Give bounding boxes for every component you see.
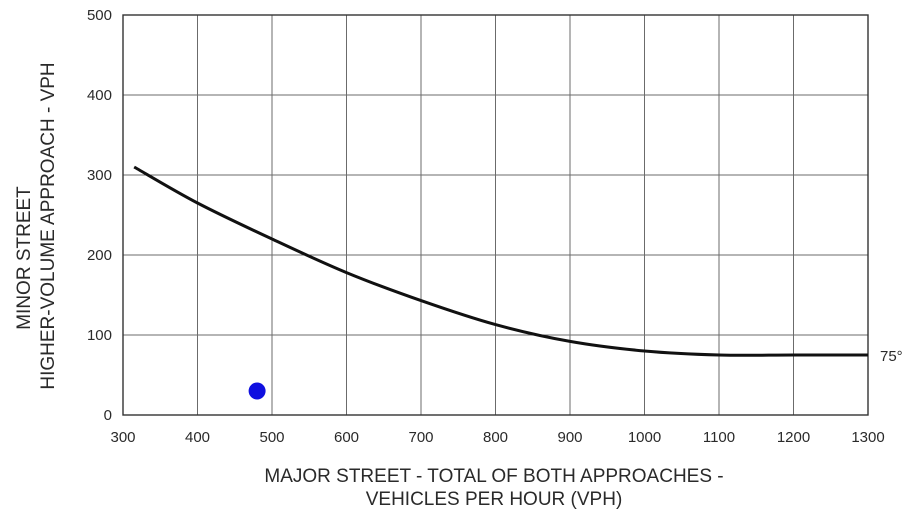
points-layer xyxy=(248,382,266,400)
y-tick-label: 100 xyxy=(87,327,112,344)
x-tick-label: 300 xyxy=(110,429,135,446)
x-tick-label: 1300 xyxy=(851,429,884,446)
x-axis-title-line-1: MAJOR STREET - TOTAL OF BOTH APPROACHES … xyxy=(264,466,723,487)
y-tick-label: 200 xyxy=(87,247,112,264)
series-line xyxy=(133,165,868,357)
x-tick-label: 600 xyxy=(334,429,359,446)
y-tick-labels: 0 100 200 300 400 500 xyxy=(87,7,112,424)
x-tick-label: 700 xyxy=(408,429,433,446)
y-tick-label: 500 xyxy=(87,7,112,24)
y-tick-label: 400 xyxy=(87,87,112,104)
x-tick-label: 1100 xyxy=(703,429,735,446)
series-label: 75° xyxy=(880,348,903,365)
x-tick-labels: 300 400 500 600 700 800 900 1000 1100 1200 1300 xyxy=(110,429,884,446)
x-axis-title-line-2: VEHICLES PER HOUR (VPH) xyxy=(366,489,623,510)
x-tick-label: 400 xyxy=(185,429,210,446)
plot-frame xyxy=(122,14,869,416)
y-tick-label: 300 xyxy=(87,167,112,184)
x-tick-label: 1000 xyxy=(628,429,661,446)
data-point xyxy=(248,382,266,400)
y-axis-title-line-2: HIGHER-VOLUME APPROACH - VPH xyxy=(38,62,59,389)
y-tick-label: 0 xyxy=(104,407,112,424)
x-tick-label: 900 xyxy=(557,429,582,446)
series-layer: 75° xyxy=(133,165,903,365)
x-tick-label: 800 xyxy=(483,429,508,446)
y-axis-title-line-1: MINOR STREET xyxy=(14,186,35,330)
x-tick-label: 1200 xyxy=(777,429,810,446)
x-tick-label: 500 xyxy=(259,429,284,446)
